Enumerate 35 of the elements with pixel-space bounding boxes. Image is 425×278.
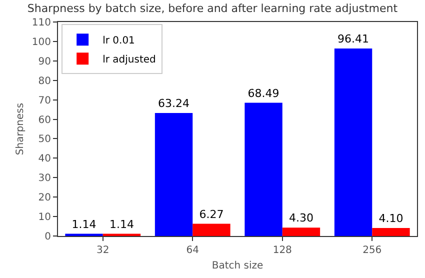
y-tick-label: 110 bbox=[32, 18, 51, 28]
y-tick-label: 50 bbox=[38, 134, 51, 146]
data-label: 68.49 bbox=[248, 86, 280, 100]
data-label: 6.27 bbox=[199, 208, 224, 221]
y-tick-label: 30 bbox=[38, 173, 51, 184]
y-tick-label: 60 bbox=[38, 114, 51, 126]
data-label: 4.30 bbox=[288, 212, 314, 225]
bar bbox=[282, 228, 320, 236]
bar bbox=[192, 224, 230, 236]
bar bbox=[244, 102, 282, 236]
y-tick-label: 70 bbox=[38, 95, 51, 106]
y-tick-label: 20 bbox=[38, 192, 51, 204]
y-tick-label: 10 bbox=[38, 212, 51, 224]
chart-title: Sharpness by batch size, before and after learning rate adjustment bbox=[27, 2, 398, 15]
data-label: 63.24 bbox=[158, 96, 190, 110]
bar bbox=[334, 48, 372, 236]
y-tick-label: 100 bbox=[32, 36, 51, 48]
data-label: 1.14 bbox=[109, 218, 134, 231]
x-tick-label: 64 bbox=[186, 245, 199, 256]
y-tick-label: 90 bbox=[38, 56, 51, 68]
bar bbox=[154, 112, 193, 236]
legend-label: lr adjusted bbox=[102, 54, 156, 66]
y-tick-label: 40 bbox=[38, 154, 51, 165]
y-axis-title: Sharpness bbox=[14, 102, 26, 156]
data-label: 1.14 bbox=[72, 218, 96, 231]
data-label: 96.41 bbox=[338, 32, 370, 46]
x-tick-label: 32 bbox=[96, 245, 110, 256]
y-tick-label: 0 bbox=[44, 232, 51, 242]
data-label: 4.10 bbox=[378, 212, 404, 226]
y-tick-label: 80 bbox=[38, 76, 51, 87]
x-tick-label: 128 bbox=[272, 245, 292, 256]
x-axis-title: Batch size bbox=[212, 260, 264, 272]
bar bbox=[372, 228, 410, 236]
x-tick-label: 256 bbox=[362, 245, 382, 256]
legend-label: lr 0.01 bbox=[102, 36, 135, 47]
